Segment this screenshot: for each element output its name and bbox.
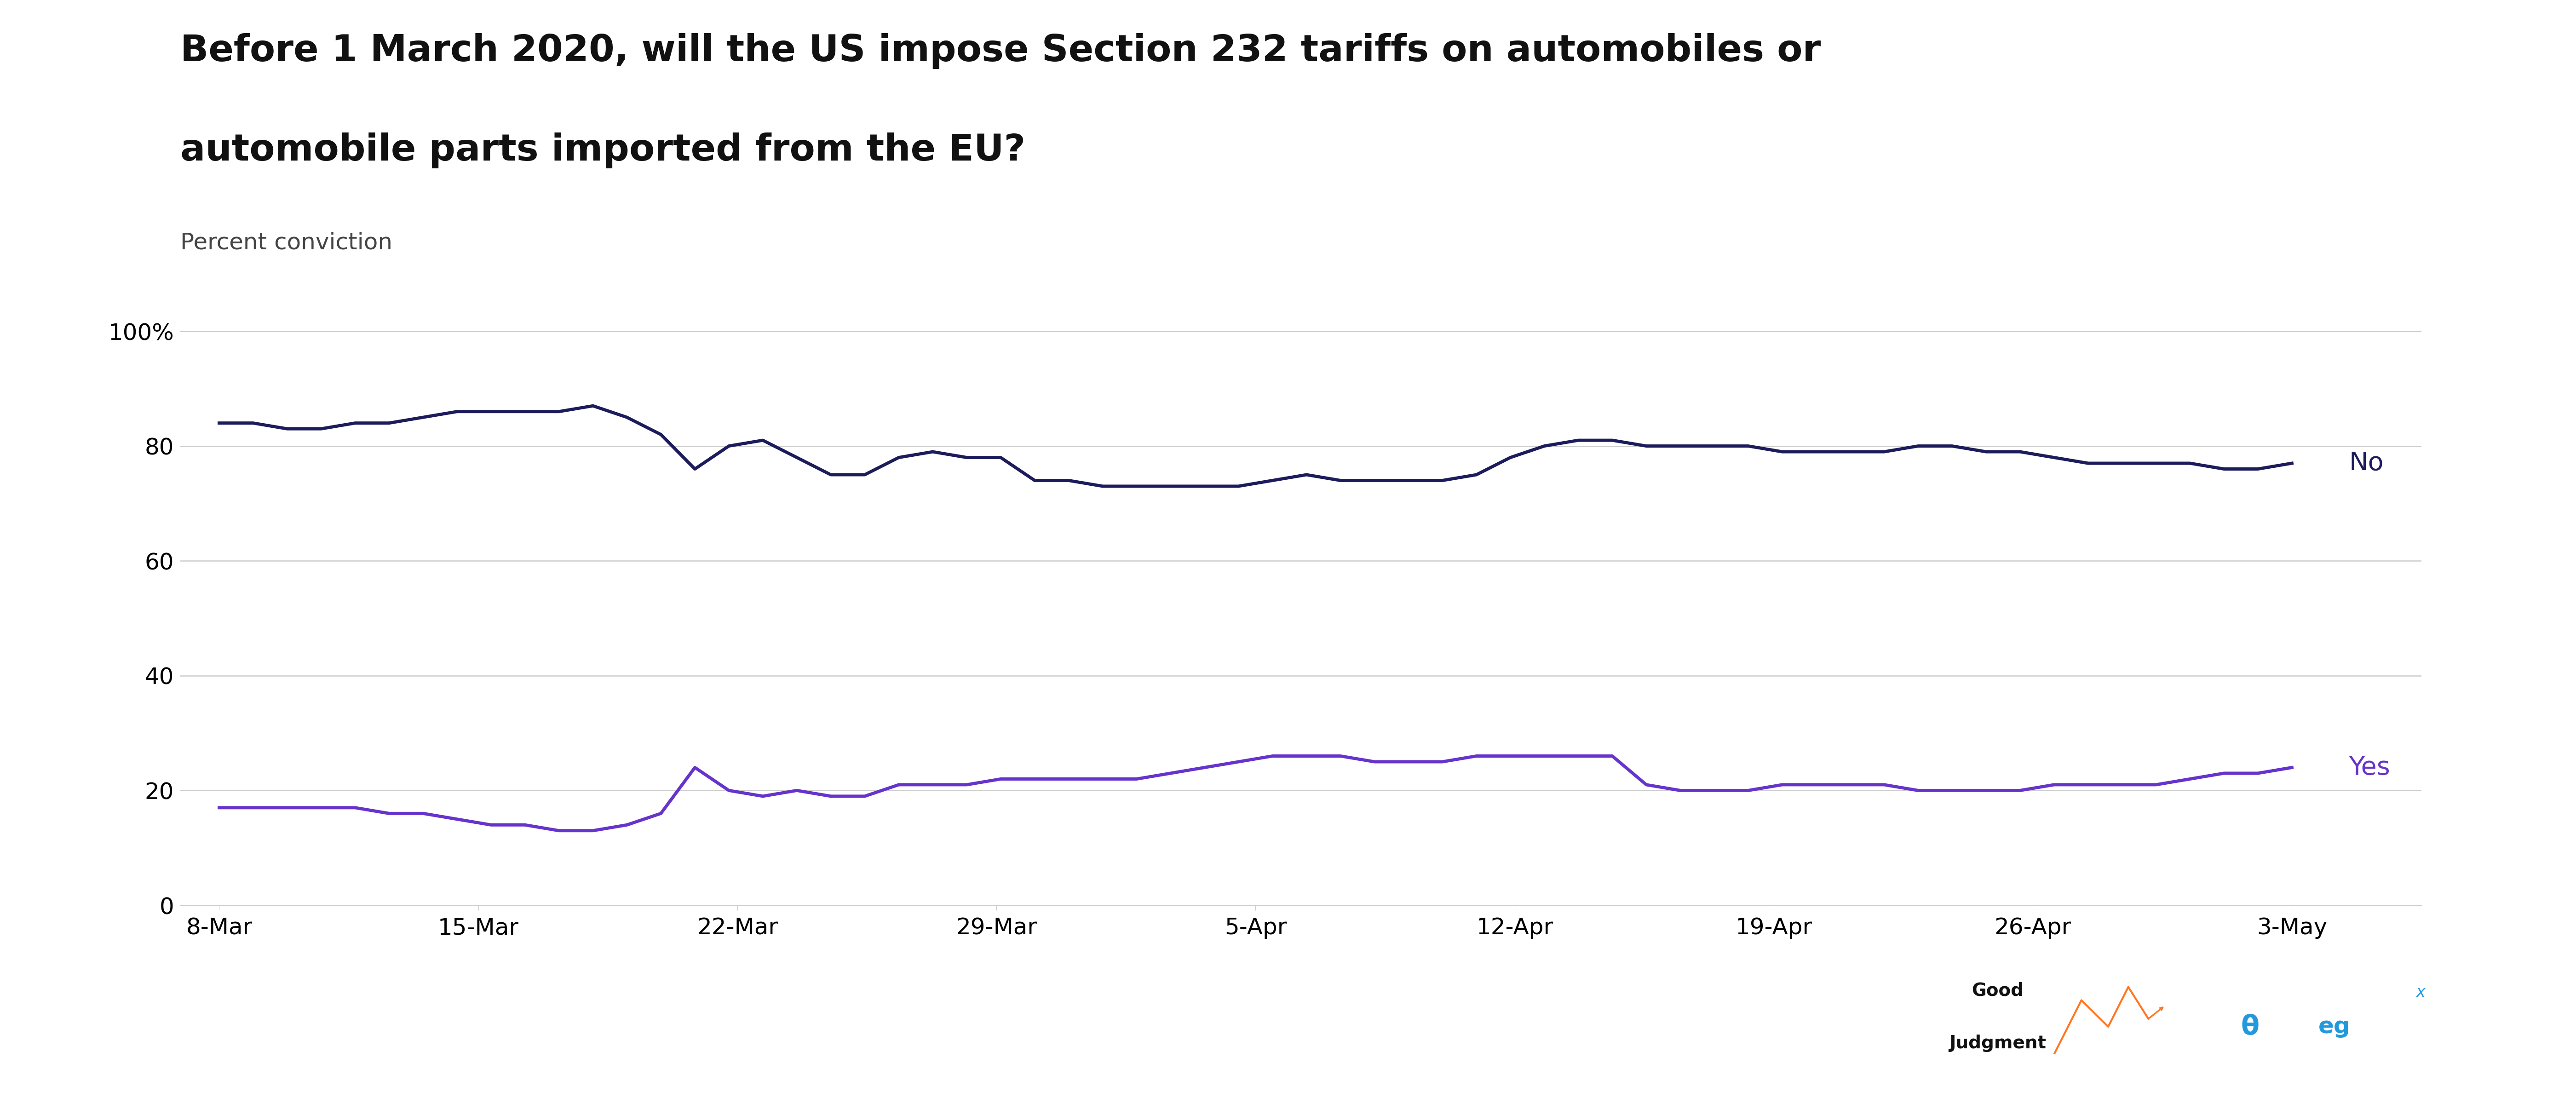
Text: Judgment: Judgment	[1950, 1034, 2045, 1052]
Text: automobile parts imported from the EU?: automobile parts imported from the EU?	[180, 132, 1025, 168]
Text: No: No	[2349, 450, 2383, 476]
Text: Good: Good	[1971, 981, 2025, 999]
Text: θ: θ	[2241, 1013, 2259, 1040]
Text: eg: eg	[2318, 1016, 2349, 1038]
Text: Yes: Yes	[2349, 755, 2391, 779]
Text: Before 1 March 2020, will the US impose Section 232 tariffs on automobiles or: Before 1 March 2020, will the US impose …	[180, 33, 1821, 68]
Text: x: x	[2416, 985, 2427, 1000]
Text: Percent conviction: Percent conviction	[180, 232, 392, 254]
